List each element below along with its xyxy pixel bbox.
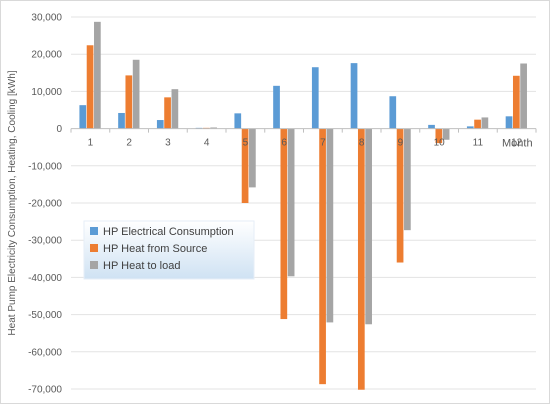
legend-entry: HP Heat to load <box>103 260 180 272</box>
bar-2-1 <box>86 45 94 129</box>
bar-3-4 <box>210 127 217 129</box>
bar-1-6 <box>273 85 280 129</box>
y-tick-label: 10,000 <box>31 87 62 98</box>
bar-1-9 <box>389 96 397 129</box>
y-tick-label: -40,000 <box>28 273 62 284</box>
legend-entry: HP Heat from Source <box>103 243 207 255</box>
bar-1-5 <box>234 113 242 129</box>
y-tick-label: 0 <box>56 124 62 135</box>
x-tick-label: 10 <box>434 138 446 149</box>
bar-2-6 <box>280 128 288 320</box>
x-tick-label: 11 <box>473 138 484 149</box>
gridlines <box>71 16 536 390</box>
legend-swatch <box>90 227 98 235</box>
legend: HP Electrical Consumption HP Heat from So… <box>83 220 255 280</box>
x-tick-label: 5 <box>243 138 249 149</box>
bar-2-5 <box>241 128 249 203</box>
bar-1-3 <box>156 120 164 129</box>
bar-3-7 <box>326 128 334 323</box>
legend-entry: HP Electrical Consumption <box>103 226 234 238</box>
x-tick-label: 1 <box>88 138 94 149</box>
y-tick-label: -50,000 <box>28 310 62 321</box>
x-tick-label: 8 <box>359 138 365 149</box>
legend-swatch <box>90 244 98 252</box>
bar-2-12 <box>512 75 520 129</box>
bar-3-3 <box>171 89 179 129</box>
bar-3-12 <box>520 63 527 129</box>
x-tick-label: 3 <box>165 138 171 149</box>
bar-1-1 <box>79 105 87 129</box>
bar-1-2 <box>118 112 125 129</box>
bar-1-10 <box>428 124 435 129</box>
bar-3-11 <box>481 117 489 129</box>
x-tick-label: 7 <box>320 138 326 149</box>
bar-3-9 <box>404 128 411 231</box>
bar-3-6 <box>287 128 295 277</box>
legend-swatch <box>90 261 98 269</box>
x-axis-label: Month <box>502 138 533 150</box>
axes: 30,000 20,000 10,000 0 -10,000 -20,000 -30,000… <box>28 13 537 396</box>
y-tick-label: -20,000 <box>28 199 62 210</box>
bar-2-11 <box>474 119 481 129</box>
x-tick-label: 12 <box>511 138 523 149</box>
y-tick-label: 30,000 <box>31 13 62 24</box>
y-tick-label: -60,000 <box>28 347 62 358</box>
bar-2-7 <box>319 128 326 385</box>
bar-1-8 <box>350 63 358 129</box>
x-tick-label: 4 <box>204 138 210 149</box>
bar-3-2 <box>132 59 140 129</box>
legend-box <box>83 220 255 280</box>
bar-3-8 <box>365 128 372 325</box>
y-tick-label: -30,000 <box>28 236 62 247</box>
bar-3-5 <box>249 128 256 188</box>
x-tick-label: 2 <box>126 138 132 149</box>
y-tick-label: -10,000 <box>28 161 62 172</box>
bar-2-8 <box>357 128 365 390</box>
x-tick-label: 6 <box>281 138 287 149</box>
bar-3-1 <box>94 21 101 129</box>
x-tick-label: 9 <box>398 138 404 149</box>
bar-3-10 <box>442 128 450 140</box>
y-tick-label: 20,000 <box>31 50 62 61</box>
y-axis-label: Heat Pump Electricity Consumption, Heati… <box>7 70 18 335</box>
bars <box>79 21 527 390</box>
bar-2-2 <box>125 75 133 129</box>
bar-2-10 <box>435 128 443 144</box>
bar-2-9 <box>396 128 404 263</box>
y-tick-label: -70,000 <box>28 385 62 396</box>
bar-1-11 <box>466 126 474 129</box>
bar-1-12 <box>505 116 513 129</box>
bar-2-3 <box>164 97 171 129</box>
bar-1-7 <box>311 67 319 129</box>
